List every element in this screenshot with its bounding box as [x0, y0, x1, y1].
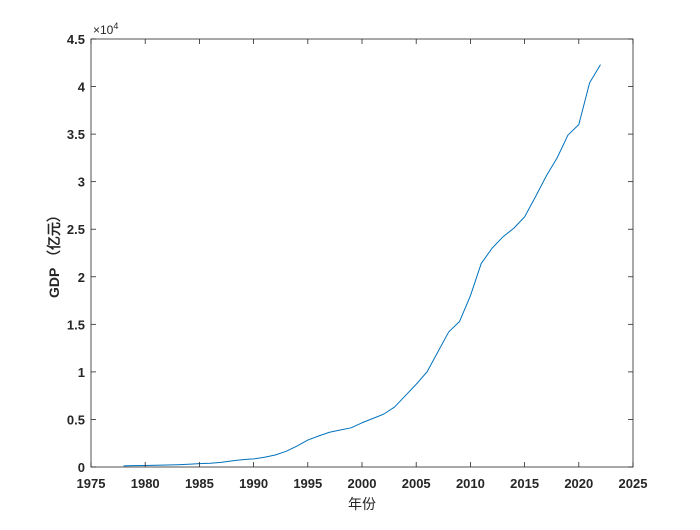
y-tick-label: 1: [78, 365, 85, 380]
y-tick-label: 1.5: [67, 317, 85, 332]
x-tick-label: 1975: [77, 476, 106, 491]
x-tick-label: 1995: [293, 476, 322, 491]
y-axis-label: GDP （亿元）: [46, 208, 62, 298]
x-tick-label: 2025: [619, 476, 648, 491]
x-tick-label: 2010: [456, 476, 485, 491]
x-tick-label: 1980: [131, 476, 160, 491]
x-tick-label: 2000: [348, 476, 377, 491]
series-line-0: [123, 64, 601, 467]
y-tick-label: 2.5: [67, 222, 85, 237]
y-tick-label: 4: [78, 80, 86, 95]
x-tick-label: 2020: [564, 476, 593, 491]
y-tick-label: 0: [78, 460, 85, 475]
y-tick-label: 0.5: [67, 412, 85, 427]
x-tick-label: 1985: [185, 476, 214, 491]
x-axis-label: 年份: [348, 496, 376, 512]
x-axis-ticks: 1975 1980 1985 1990 1995 2000 2005 2010 2015 2020…: [77, 39, 648, 491]
x-tick-label: 1990: [239, 476, 268, 491]
x-tick-label: 2015: [510, 476, 539, 491]
y-tick-label: 4.5: [67, 32, 85, 47]
y-tick-label: 3: [78, 175, 85, 190]
y-axis-ticks: 0 0.5 1 1.5 2 2.5 3 3.5 4 4.5: [67, 32, 633, 475]
y-tick-label: 2: [78, 270, 85, 285]
y-tick-label: 3.5: [67, 127, 85, 142]
plot-area: [91, 39, 633, 467]
y-axis-exponent-base: ×10: [93, 23, 114, 37]
data-line-layer: [123, 64, 601, 467]
x-tick-label: 2005: [402, 476, 431, 491]
y-axis-exponent: ×104: [93, 21, 118, 37]
y-axis-exponent-power: 4: [113, 21, 118, 31]
